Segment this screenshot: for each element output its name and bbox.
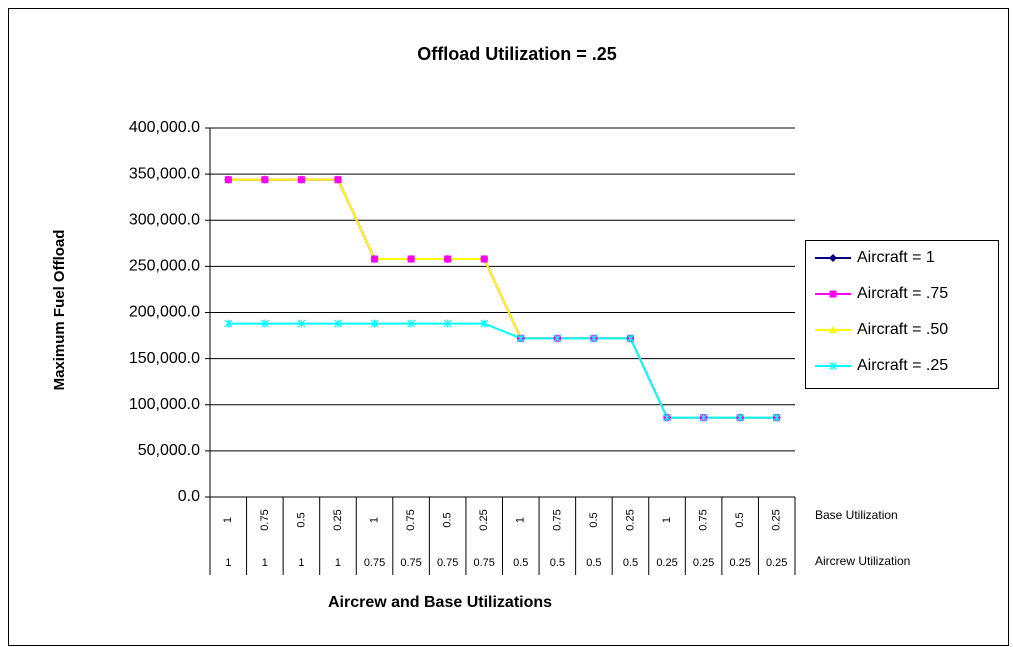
series-line [228,322,777,419]
data-point [553,334,562,343]
data-point [261,176,269,184]
data-point [407,319,416,328]
data-point [480,255,488,263]
y-tick-label: 50,000.0 [138,442,200,459]
x-tick-label: 0.25 [478,509,490,530]
legend-marker [829,326,837,333]
x-tick-label: 0.25 [624,509,636,530]
x-tick-label: 0.5 [734,512,746,527]
data-point [626,334,635,343]
x-tick-label: 0.25 [771,509,783,530]
y-tick-label: 0.0 [178,488,200,505]
x-tick-label: 0.75 [698,509,710,530]
x-tick-label: 1 [661,517,673,523]
data-point [589,334,598,343]
group-level-label: Aircrew Utilization [815,554,910,568]
x-axis-title: Aircrew and Base Utilizations [328,594,552,611]
group-tick-label: 0.5 [513,557,528,569]
x-tick-label: 0.5 [442,512,454,527]
group-tick-label: 1 [298,557,304,569]
group-tick-label: 0.75 [474,557,495,569]
y-tick-label: 250,000.0 [129,258,200,275]
data-point [407,255,415,263]
data-point [260,319,269,328]
legend-marker [829,362,837,370]
data-point [772,413,781,422]
legend-box [805,240,999,389]
data-point [663,413,671,422]
x-tick-label: 1 [368,517,380,523]
legend-label: Aircraft = .25 [857,357,948,374]
x-tick-label: 0.5 [588,512,600,527]
data-point [224,176,232,184]
x-tick-label: 0.75 [259,509,271,530]
group-tick-label: 1 [335,557,341,569]
data-point [516,334,525,343]
data-point [297,319,306,328]
legend-marker [829,254,837,262]
category-level-label: Base Utilization [815,508,898,522]
data-point [480,319,489,328]
data-point [297,176,305,184]
x-tick-label: 0.75 [551,509,563,530]
data-point [334,176,342,184]
data-point [444,255,452,263]
group-tick-label: 0.75 [364,557,385,569]
x-tick-label: 0.25 [332,509,344,530]
y-tick-label: 150,000.0 [129,350,200,367]
group-tick-label: 0.5 [586,557,601,569]
x-tick-label: 0.5 [295,512,307,527]
data-point [224,319,233,328]
data-point [334,319,342,328]
data-point [371,255,379,263]
y-tick-label: 400,000.0 [129,119,200,136]
y-axis-title: Maximum Fuel Offload [51,230,68,391]
group-tick-label: 0.5 [550,557,565,569]
group-tick-label: 0.75 [437,557,458,569]
data-point [736,413,745,422]
x-tick-label: 1 [515,517,527,523]
y-tick-label: 350,000.0 [129,165,200,182]
legend-label: Aircraft = .75 [857,285,948,302]
group-tick-label: 0.25 [766,557,787,569]
legend-label: Aircraft = .50 [857,321,948,338]
chart-title: Offload Utilization = .25 [417,44,617,64]
data-point [370,319,379,328]
y-tick-label: 300,000.0 [129,211,200,228]
legend-label: Aircraft = 1 [857,249,935,266]
group-tick-label: 0.75 [400,557,421,569]
y-tick-label: 100,000.0 [129,396,200,413]
group-tick-label: 0.25 [656,557,677,569]
data-point [443,319,452,328]
group-tick-label: 0.25 [693,557,714,569]
group-tick-label: 1 [225,557,231,569]
group-tick-label: 0.5 [623,557,638,569]
legend-marker [829,290,837,298]
group-tick-label: 0.25 [729,557,750,569]
x-tick-label: 1 [222,517,234,523]
data-point [699,413,708,422]
x-tick-label: 0.75 [405,509,417,530]
group-tick-label: 1 [262,557,268,569]
y-tick-label: 200,000.0 [129,304,200,321]
